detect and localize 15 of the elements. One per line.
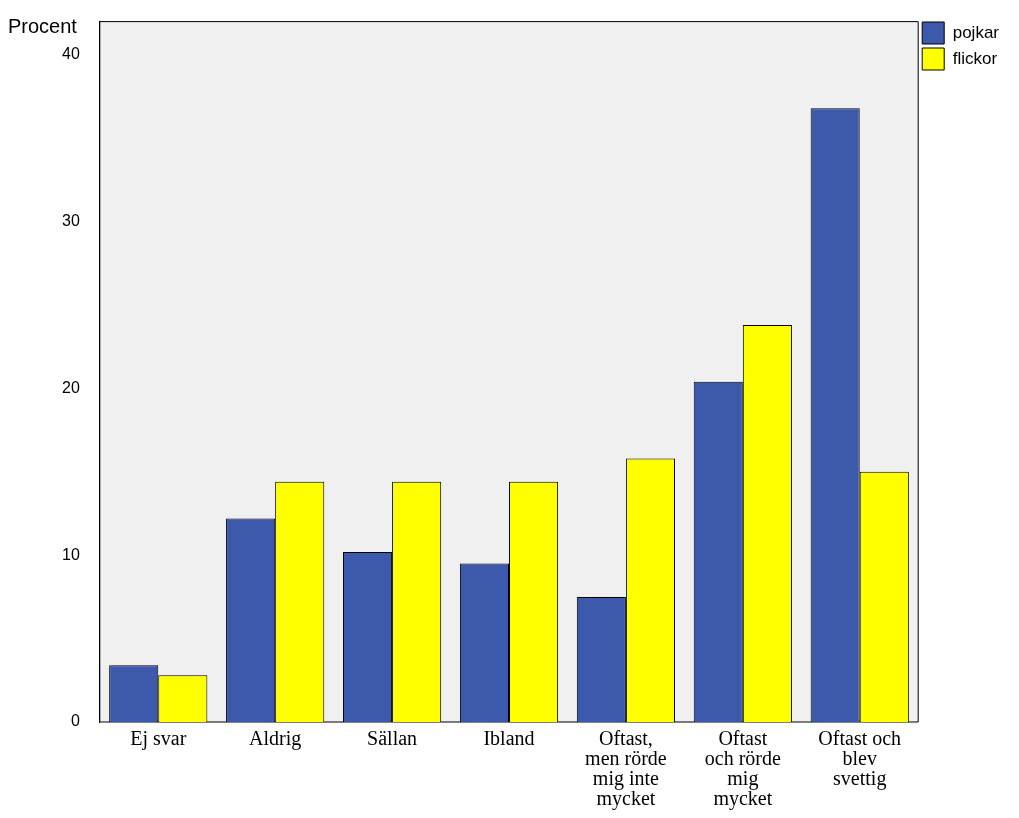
x-tick-label: Oftast, men rörde mig inte mycket — [585, 727, 667, 811]
x-tick-label: Aldrig — [249, 727, 302, 751]
legend-label: flickor — [952, 48, 998, 68]
legend-label: pojkar — [952, 22, 1000, 42]
x-tick-label: Sällan — [367, 727, 418, 750]
y-tick-label: 40 — [62, 45, 80, 63]
x-tick-label: Oftast och blev svettig — [818, 727, 902, 791]
x-tick-label: Oftast och rörde mig mycket — [704, 727, 781, 811]
y-axis-title: Procent — [8, 15, 78, 38]
x-tick-label: Ibland — [483, 727, 535, 750]
x-tick-label: Ej svar — [130, 727, 187, 751]
y-tick-label: 30 — [62, 212, 80, 230]
y-tick-label: 20 — [62, 378, 80, 396]
y-tick-label: 10 — [62, 545, 80, 563]
y-tick-label: 0 — [70, 712, 80, 730]
